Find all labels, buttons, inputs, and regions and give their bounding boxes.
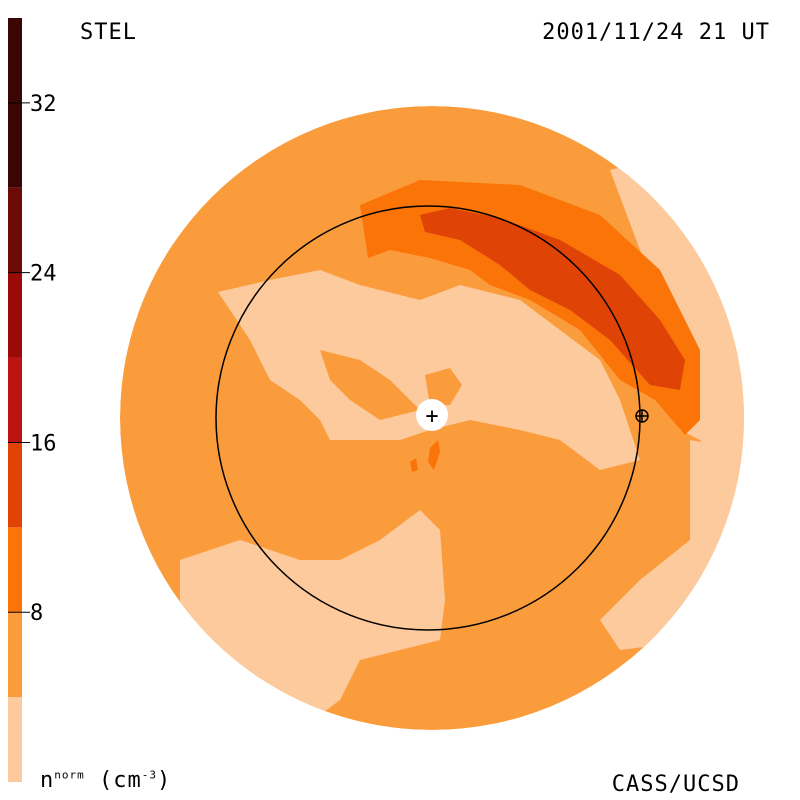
colorbar-tick-label: 8: [30, 601, 43, 626]
enhanced-density-arc: [360, 180, 700, 435]
colorbar-level-5: [8, 272, 22, 358]
colorbar-level-3: [8, 442, 22, 528]
observer-marker: +: [425, 404, 438, 429]
colorbar-tick-label: 32: [30, 92, 57, 117]
low-density-center-band: [218, 270, 640, 470]
colorbar-level-0: [8, 697, 22, 782]
colorbar: [8, 18, 22, 782]
small-dense-dot: [410, 458, 418, 472]
small-dense-spike: [428, 440, 440, 470]
mid-island-left: [320, 350, 420, 420]
colorbar-level-6: [8, 187, 22, 273]
colorbar-tick-label: 24: [30, 262, 57, 287]
plot-source-label: STEL: [80, 20, 137, 45]
earth-icon: [635, 409, 649, 423]
colorbar-unit-label: nnorm (cm-3): [40, 768, 172, 793]
colorbar-level-2: [8, 527, 22, 613]
credit-label: CASS/UCSD: [611, 772, 740, 797]
colorbar-level-4: [8, 357, 22, 443]
colorbar-ticks: 8 16 24 32: [8, 92, 57, 626]
colorbar-level-1: [8, 612, 22, 698]
mid-island-center: [425, 368, 462, 405]
earth-orbit-circle: [215, 205, 641, 631]
colorbar-tick-label: 16: [30, 431, 57, 456]
sun-marker: [416, 399, 448, 431]
plot-datetime-label: 2001/11/24 21 UT: [542, 20, 770, 45]
high-density-arc: [420, 208, 685, 390]
